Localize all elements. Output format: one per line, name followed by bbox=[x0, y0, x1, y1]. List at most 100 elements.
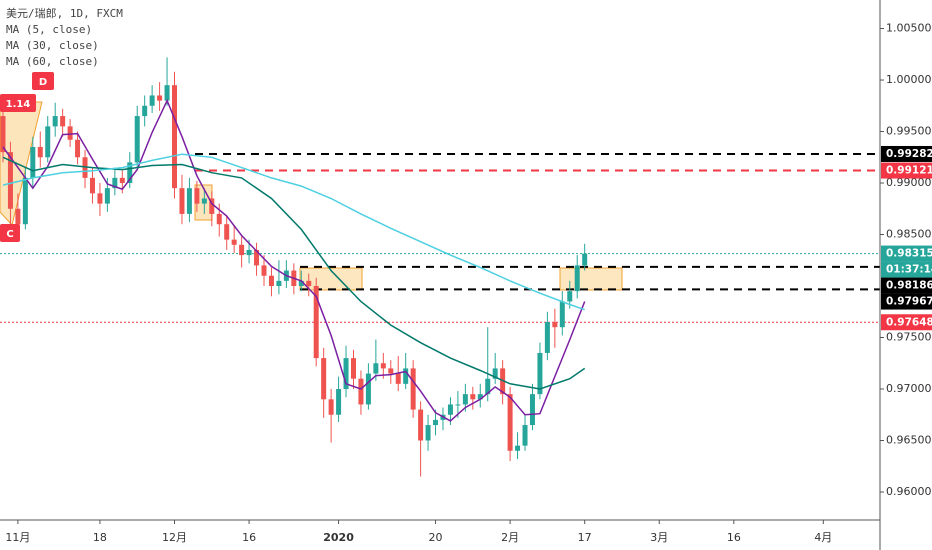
candle-body bbox=[75, 139, 81, 158]
y-tick-label: 1.00000 bbox=[886, 73, 932, 86]
candle-body bbox=[104, 188, 110, 204]
candle-body bbox=[492, 368, 498, 379]
price-tag bbox=[881, 314, 932, 331]
candle-body bbox=[544, 322, 550, 353]
price-tag-label: 0.98315 bbox=[886, 248, 932, 260]
candle-body bbox=[447, 404, 453, 415]
candle-body bbox=[112, 177, 118, 189]
candle-body bbox=[388, 368, 394, 374]
candle-body bbox=[97, 193, 103, 204]
candle-body bbox=[134, 116, 140, 163]
price-tag-label: 0.99121 bbox=[886, 165, 932, 177]
candle-body bbox=[37, 146, 43, 158]
candle-body bbox=[60, 116, 66, 127]
moving-average-line bbox=[2, 156, 586, 390]
y-tick-label: 0.96500 bbox=[886, 433, 932, 446]
candle-body bbox=[261, 265, 267, 276]
candle-body bbox=[194, 188, 200, 204]
candle-body bbox=[52, 116, 58, 127]
symbol-title: 美元/瑞郎, 1D, FXCM bbox=[6, 6, 123, 20]
moving-average-line bbox=[2, 153, 585, 311]
candle-body bbox=[425, 425, 431, 441]
candle-body bbox=[373, 363, 379, 374]
y-tick-label: 0.99000 bbox=[886, 176, 932, 189]
candle-body bbox=[552, 322, 558, 328]
indicator-label: MA (60, close) bbox=[6, 55, 99, 68]
y-tick-label: 0.98500 bbox=[886, 228, 932, 241]
candle-body bbox=[276, 280, 282, 287]
x-tick-label: 12月 bbox=[162, 531, 187, 544]
x-tick-label: 2020 bbox=[323, 531, 354, 544]
price-tag-label: 0.97648 bbox=[886, 316, 932, 328]
x-tick-label: 17 bbox=[578, 531, 592, 544]
candle-body bbox=[582, 253, 588, 266]
price-tag bbox=[881, 293, 932, 310]
x-tick-label: 3月 bbox=[650, 531, 668, 544]
pattern-label: 1.14 bbox=[6, 99, 31, 110]
pattern-point bbox=[0, 224, 20, 242]
candle-body bbox=[455, 404, 461, 406]
candle-body bbox=[574, 265, 580, 292]
candle-body bbox=[567, 291, 573, 302]
candle-body bbox=[119, 177, 125, 184]
candle-body bbox=[306, 280, 312, 287]
plot-area bbox=[0, 57, 880, 477]
candle-body bbox=[403, 368, 409, 384]
candle-body bbox=[328, 399, 334, 415]
candle-body bbox=[313, 286, 319, 359]
candle-body bbox=[410, 368, 416, 410]
price-tag-label: 0.97967 bbox=[886, 296, 932, 308]
y-tick-label: 1.00500 bbox=[886, 22, 932, 35]
x-tick-label: 16 bbox=[727, 531, 741, 544]
y-tick-label: 0.96000 bbox=[886, 485, 932, 498]
price-tag-label: 0.99282 bbox=[886, 148, 932, 160]
candle-body bbox=[462, 394, 468, 405]
candle-body bbox=[201, 198, 207, 204]
candle-body bbox=[418, 409, 424, 441]
candle-body bbox=[321, 358, 327, 400]
candle-body bbox=[67, 126, 73, 140]
pattern-label: C bbox=[6, 229, 13, 240]
countdown-tag bbox=[881, 261, 932, 278]
price-tag bbox=[881, 145, 932, 162]
candle-body bbox=[529, 394, 535, 426]
candle-body bbox=[142, 105, 148, 117]
candle-body bbox=[30, 146, 36, 178]
y-tick-label: 0.99500 bbox=[886, 125, 932, 138]
candle-body bbox=[45, 126, 51, 158]
indicator-label: MA (5, close) bbox=[6, 23, 92, 36]
candle-body bbox=[157, 95, 163, 101]
candle-body bbox=[336, 388, 342, 415]
candle-body bbox=[433, 419, 439, 426]
candle-body bbox=[179, 188, 185, 214]
candle-body bbox=[0, 116, 6, 153]
candle-body bbox=[164, 85, 170, 101]
price-tag bbox=[881, 245, 932, 262]
x-tick-label: 11月 bbox=[5, 531, 30, 544]
price-tag bbox=[881, 162, 932, 179]
candle-body bbox=[186, 188, 192, 214]
pattern-label: D bbox=[39, 77, 47, 88]
candle-body bbox=[365, 373, 371, 405]
candle-body bbox=[224, 224, 230, 240]
price-tag bbox=[881, 277, 932, 294]
candle-body bbox=[477, 394, 483, 400]
candle-body bbox=[395, 373, 401, 384]
candle-body bbox=[358, 378, 364, 405]
countdown-label: 01:37:14 bbox=[886, 264, 932, 276]
y-tick-label: 0.97000 bbox=[886, 382, 932, 395]
moving-average-line bbox=[2, 98, 586, 422]
candle-body bbox=[350, 358, 356, 379]
indicator-label: MA (30, close) bbox=[6, 39, 99, 52]
x-tick-label: 18 bbox=[93, 531, 107, 544]
candle-body bbox=[239, 244, 245, 256]
candle-body bbox=[22, 177, 28, 225]
candle-body bbox=[7, 152, 13, 209]
candle-body bbox=[254, 249, 260, 266]
candle-body bbox=[485, 378, 491, 395]
candle-body bbox=[515, 445, 521, 451]
candle-body bbox=[127, 162, 133, 184]
candle-body bbox=[231, 239, 237, 245]
